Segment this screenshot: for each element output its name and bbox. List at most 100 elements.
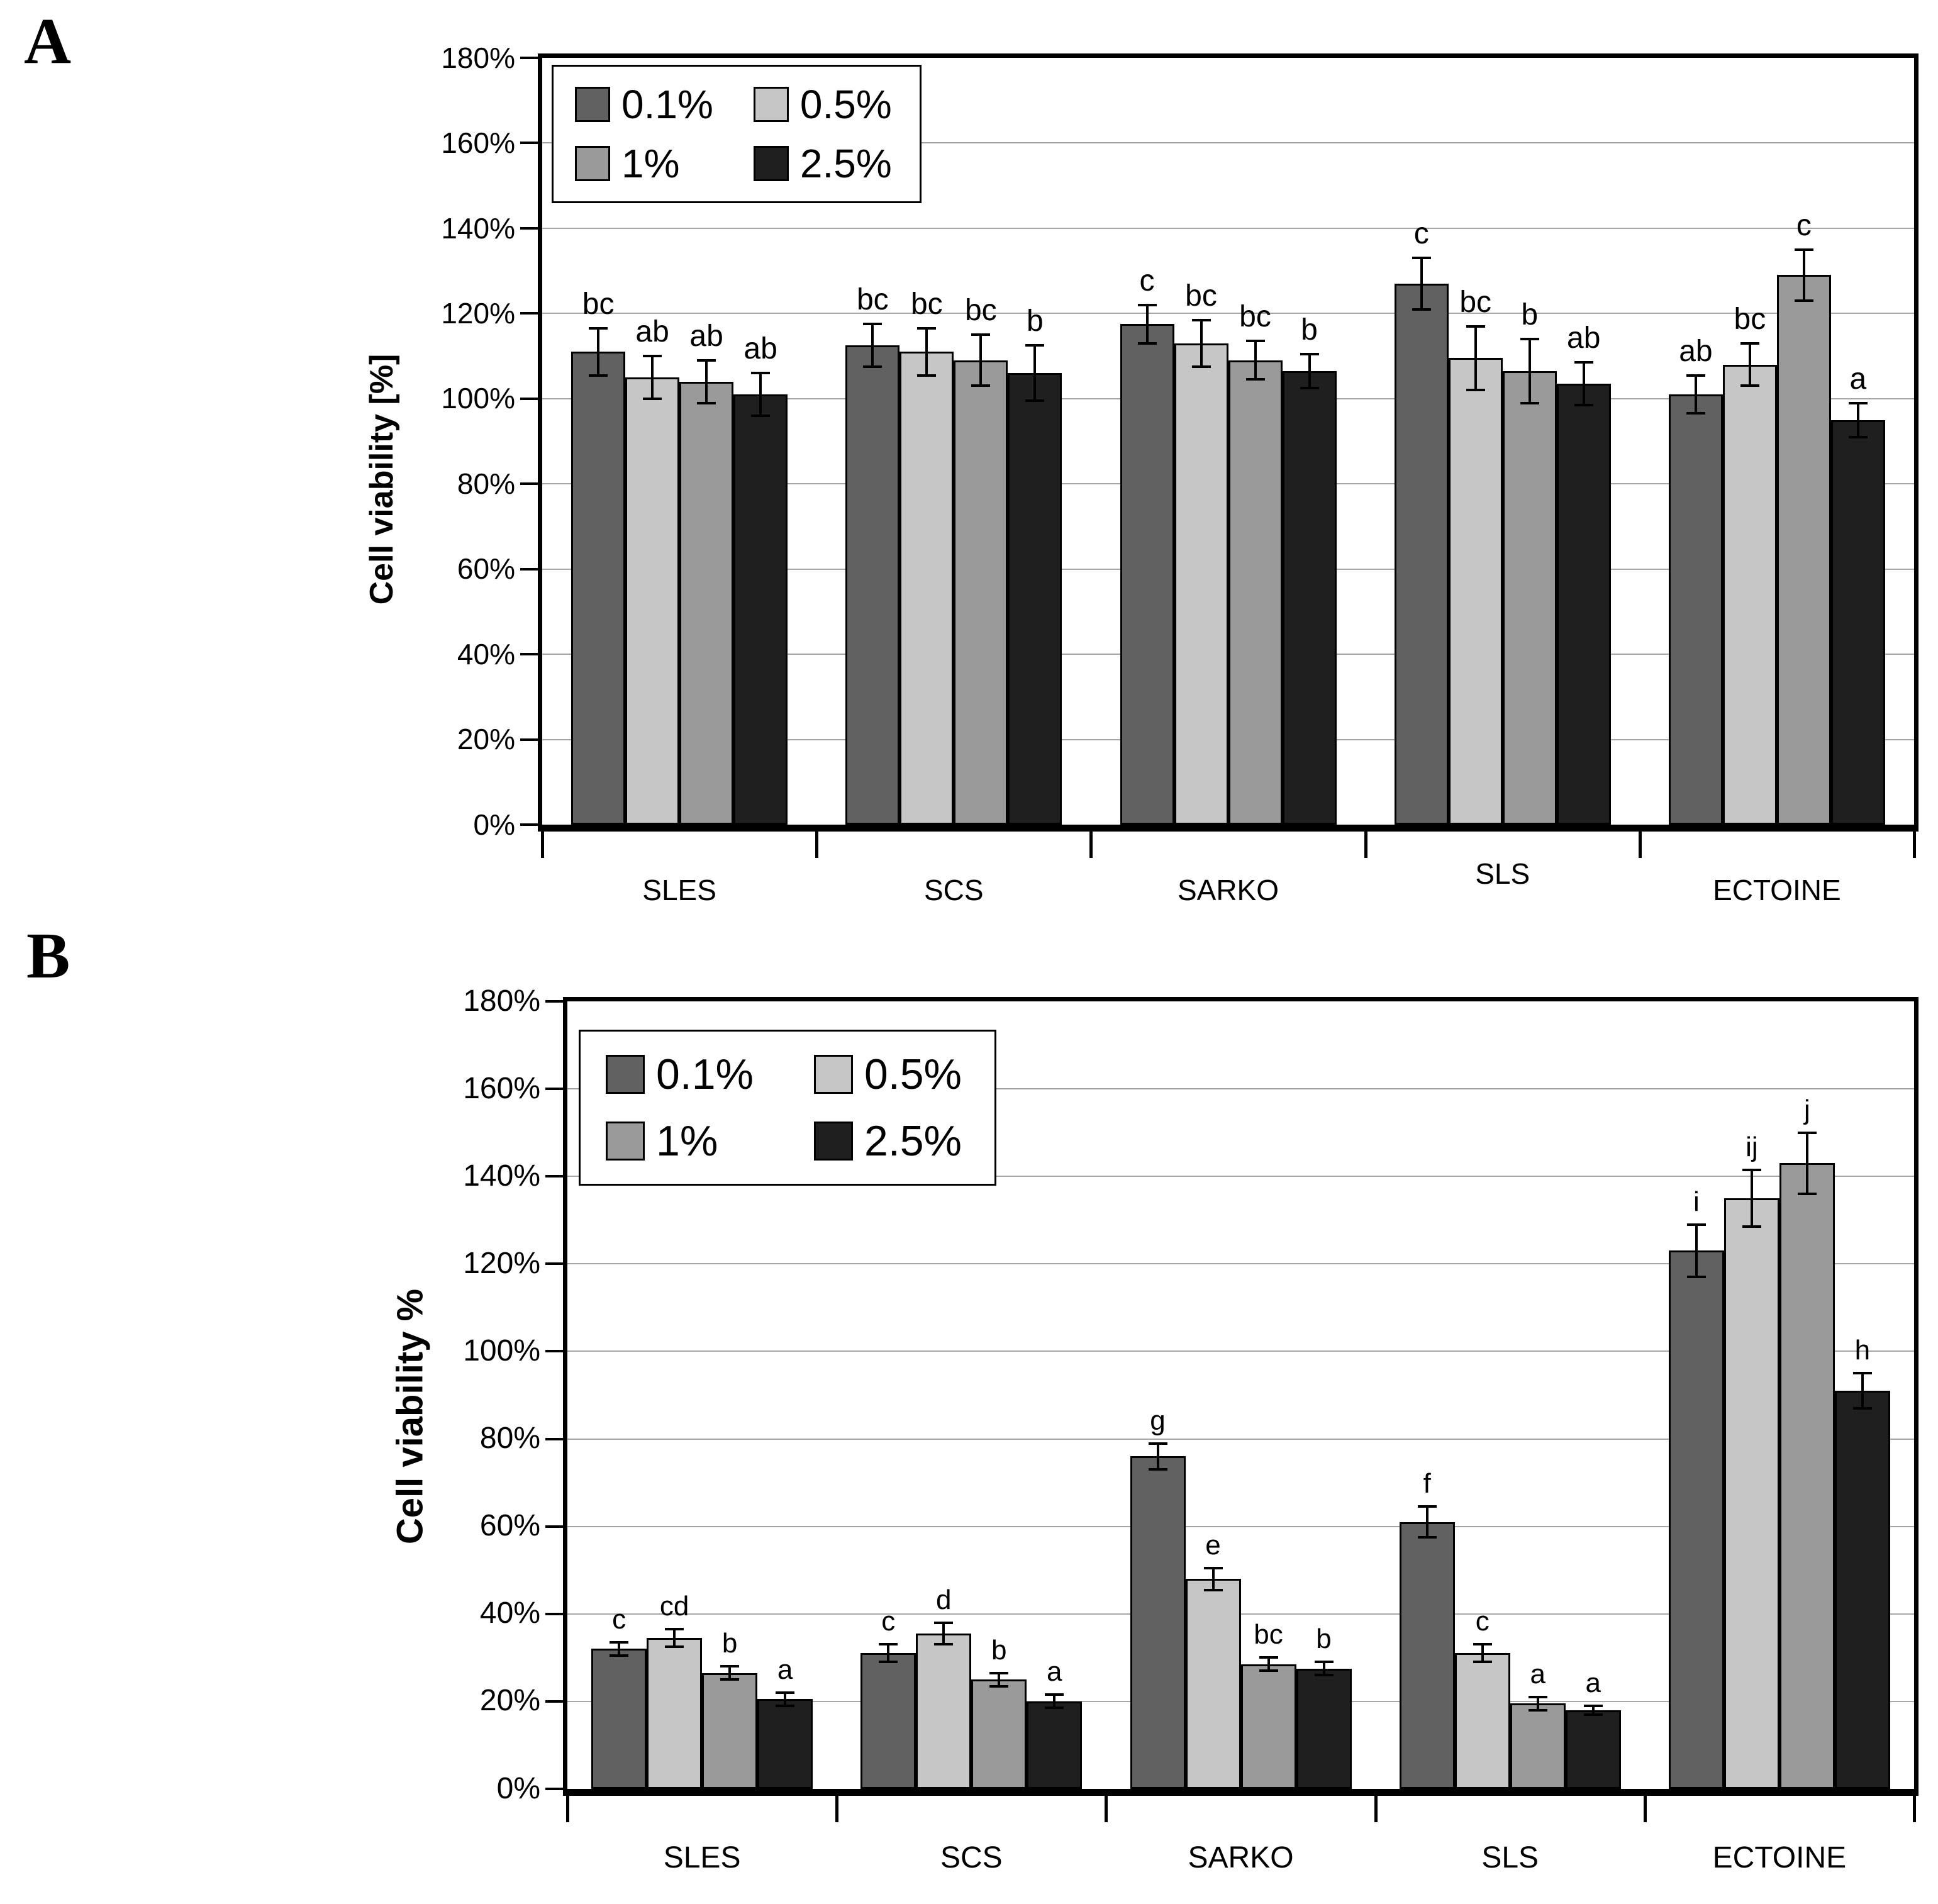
significance-letter: d [936,1584,952,1615]
error-bar-cap-top [1203,1566,1223,1569]
gridline-60 [567,1525,1914,1527]
error-bar-cap-top [1025,344,1045,347]
legend-item: 0.1% [575,84,713,125]
significance-letter: g [1150,1405,1166,1436]
significance-letter: ab [1679,334,1713,368]
legend-swatch [753,87,789,122]
bar-sls-0.5% [1454,1653,1510,1789]
error-bar-stem [1748,343,1751,386]
error-bar-cap-top [720,1665,740,1668]
y-tick-label: 160% [441,126,515,160]
error-bar-stem [1145,304,1149,343]
error-bar-cap-bottom [1473,1661,1492,1664]
bar-sls-1% [1510,1703,1566,1789]
gridline-120 [567,1263,1914,1265]
error-bar-stem [1308,354,1311,388]
y-tick-mark [520,57,538,59]
gridline-100 [567,1350,1914,1352]
gridline-40 [567,1613,1914,1615]
x-category-label: SARKO [1177,874,1279,906]
error-bar-stem [1053,1695,1056,1708]
error-bar-cap-top [751,372,771,375]
bar-ectoine-0.1% [1668,1250,1724,1789]
y-tick-mark [545,1437,563,1440]
significance-letter: c [1139,264,1155,298]
legend-item: 0.1% [606,1053,754,1096]
legend-swatch [606,1122,645,1161]
error-bar-cap-top [1520,337,1539,340]
error-bar-cap-top [934,1621,954,1624]
error-bar-stem [1420,258,1423,309]
error-bar-cap-top [1259,1656,1278,1659]
y-tick-label: 20% [479,1684,540,1718]
x-tick-mark [835,1796,839,1822]
gridline-160 [542,142,1914,144]
error-bar-cap-bottom [1520,401,1539,404]
y-tick-label: 40% [457,637,515,671]
bar-sles-2.5% [733,394,788,825]
y-tick-mark [545,1700,563,1703]
gridline-140 [567,1176,1914,1177]
legend-label: 0.5% [864,1050,962,1098]
error-bar-cap-top [1300,352,1319,355]
y-tick-label: 60% [457,552,515,586]
y-tick-mark [520,482,538,486]
bar-sles-0.5% [625,377,680,825]
significance-letter: bc [910,287,943,321]
error-bar-stem [618,1642,621,1656]
error-bar-cap-bottom [1148,1468,1167,1471]
error-bar-cap-top [1245,340,1265,343]
error-bar-cap-bottom [1583,1713,1603,1716]
error-bar-cap-top [1740,342,1759,345]
legend-swatch [575,146,610,181]
x-tick-mark [541,832,544,858]
significance-letter: a [1585,1667,1601,1698]
x-tick-mark [566,1796,569,1822]
error-bar-cap-bottom [1742,1225,1761,1228]
y-tick-mark [545,1612,563,1615]
significance-letter: bc [1254,1619,1283,1651]
legend-swatch [575,87,610,122]
error-bar-stem [1156,1443,1159,1470]
significance-letter: ab [689,319,723,353]
legend-label: 1% [656,1117,718,1165]
error-bar-cap-bottom [665,1645,684,1648]
significance-letter: b [1316,1623,1332,1655]
bar-sls-1% [1502,370,1557,825]
error-bar-cap-top [1412,257,1431,260]
y-tick-label: 100% [441,382,515,415]
significance-letter: bc [964,294,997,328]
significance-letter: b [1026,304,1044,338]
significance-letter: c [1796,208,1812,242]
x-tick-mark [1638,832,1642,858]
error-bar-cap-top [1148,1442,1167,1445]
legend-item: 2.5% [814,1120,962,1162]
error-bar-stem [1254,341,1257,380]
significance-letter: bc [1734,302,1766,336]
significance-letter: cd [659,1591,689,1622]
error-bar-stem [1802,249,1805,301]
error-bar-cap-top [1466,325,1485,328]
error-bar-cap-bottom [610,1654,629,1657]
error-bar-cap-top [1852,1372,1872,1375]
error-bar-cap-top [589,327,608,330]
error-bar-stem [1536,1696,1539,1710]
panel-label-b: B [26,920,70,992]
error-bar-cap-top [1417,1505,1437,1508]
bar-sls-0.1% [1399,1522,1455,1789]
y-tick-mark [520,738,538,741]
y-tick-mark [520,142,538,145]
bar-ectoine-1% [1779,1163,1835,1789]
y-tick-mark [545,1088,563,1091]
significance-letter: c [1475,1606,1490,1637]
panel-label-a: A [24,5,72,77]
significance-letter: ij [1746,1131,1758,1162]
error-bar-cap-bottom [1740,384,1759,387]
bar-sarko-0.1% [1130,1456,1186,1789]
bar-sarko-2.5% [1296,1668,1352,1789]
error-bar-stem [1861,1373,1864,1408]
error-bar-cap-bottom [1686,1276,1706,1279]
bar-ectoine-2.5% [1834,1391,1890,1789]
y-tick-mark [545,1175,563,1178]
legend-label: 0.1% [621,82,713,127]
